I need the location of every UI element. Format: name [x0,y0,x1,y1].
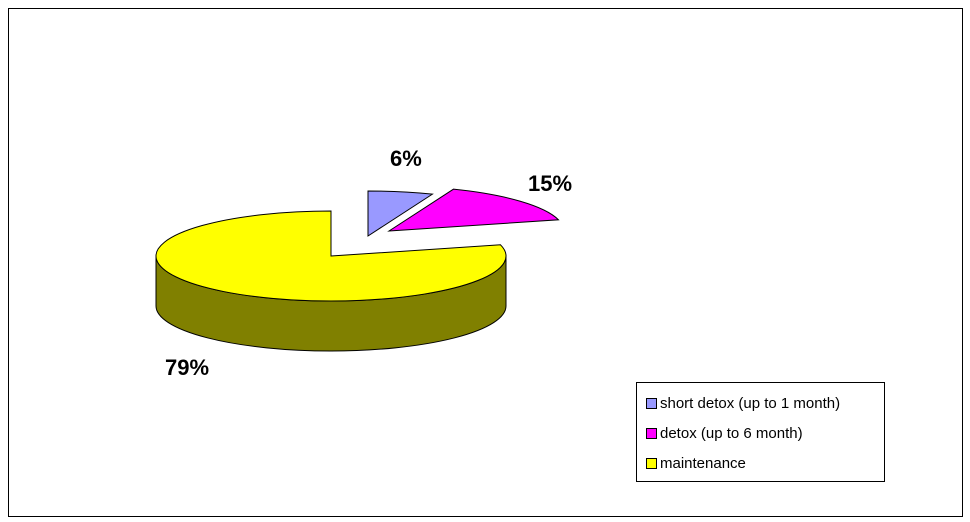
legend-item-detox: detox (up to 6 month) [637,418,884,448]
data-label-maintenance: 79% [165,355,210,380]
pie-slice-detox [387,188,560,232]
legend-label-detox: detox (up to 6 month) [660,424,803,442]
legend-label-short-detox: short detox (up to 1 month) [660,394,841,412]
data-label-detox: 15% [528,171,573,196]
data-label-short-detox: 6% [390,146,422,171]
legend-item-maintenance: maintenance [637,448,884,478]
legend-swatch-maintenance [646,457,657,469]
legend: short detox (up to 1 month) detox (up to… [636,382,885,482]
legend-item-short-detox: short detox (up to 1 month) [637,388,884,418]
legend-swatch-detox [646,427,657,439]
pie-slice-maintenance [155,210,507,302]
legend-label-maintenance: maintenance [660,454,746,472]
legend-swatch-short-detox [646,397,657,409]
pie-slice-short-detox [367,190,434,237]
